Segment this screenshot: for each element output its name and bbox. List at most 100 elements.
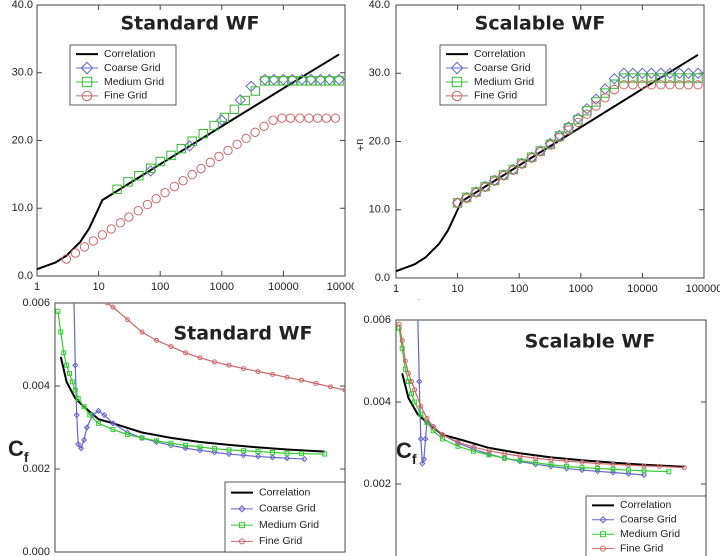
data-point (73, 411, 80, 419)
legend-label: Fine Grid (259, 535, 302, 547)
data-point (268, 115, 278, 125)
data-point (183, 350, 188, 356)
data-point (579, 465, 585, 471)
data-point (234, 94, 247, 106)
series-line (73, 303, 305, 460)
data-point (214, 151, 224, 162)
data-point (160, 188, 170, 198)
x-tick-label: 10 (451, 283, 463, 295)
data-point (299, 377, 304, 383)
data-point (674, 73, 685, 83)
legend-marker (239, 522, 245, 529)
data-point (295, 113, 305, 123)
data-point (81, 404, 87, 410)
data-point (471, 444, 476, 450)
series-line (401, 373, 685, 468)
data-point (240, 95, 250, 106)
data-point (297, 76, 307, 86)
data-point (681, 465, 687, 471)
data-point (283, 455, 291, 462)
data-point (409, 391, 414, 397)
data-point (232, 139, 242, 150)
data-point (269, 454, 276, 461)
data-point (197, 444, 203, 450)
data-point (471, 187, 481, 198)
data-point (198, 129, 208, 139)
data-point (278, 76, 289, 86)
legend-marker (80, 61, 94, 75)
data-point (517, 458, 523, 464)
data-point (545, 140, 556, 150)
data-point (270, 371, 275, 377)
data-point (418, 411, 424, 417)
y-tick-label: 0.004 (22, 380, 50, 392)
series-line (59, 356, 325, 453)
legend-label: Coarse Grid (474, 62, 531, 74)
data-point (396, 321, 402, 327)
data-point (656, 73, 666, 83)
data-point (637, 73, 648, 83)
data-point (58, 329, 64, 335)
data-point (498, 170, 509, 181)
data-point (693, 80, 703, 90)
data-point (277, 73, 290, 86)
y-tick-label: 20.0 (12, 134, 33, 146)
data-point (72, 362, 79, 369)
data-point (502, 451, 507, 457)
y-tick-label: 0.004 (363, 396, 391, 408)
y-axis-label-sub: f (24, 449, 29, 465)
data-point (656, 80, 666, 90)
x-tick-label: 100000 (327, 281, 364, 293)
plot-data (37, 53, 345, 271)
y-tick-label: 30.0 (369, 67, 390, 79)
data-point (240, 452, 247, 459)
data-point (619, 80, 629, 90)
legend-label: Medium Grid (474, 76, 534, 88)
data-point (154, 438, 159, 444)
data-point (268, 73, 280, 86)
data-point (178, 175, 188, 186)
data-point (155, 156, 165, 167)
legend-marker (81, 90, 93, 102)
data-point (412, 387, 418, 393)
data-point (412, 399, 418, 405)
data-point (79, 242, 90, 252)
data-point (83, 424, 91, 431)
data-point (183, 442, 188, 448)
data-point (187, 136, 197, 146)
data-point (61, 350, 67, 356)
x-tick-label: 1 (393, 283, 399, 295)
data-point (451, 197, 464, 209)
x-tick-label: 10000 (627, 283, 658, 295)
chart-title: Standard WF (120, 13, 259, 35)
y-tick-label: 40.0 (12, 0, 33, 11)
data-point (216, 114, 228, 126)
legend-label: Coarse Grid (259, 503, 316, 515)
data-point (106, 224, 116, 234)
panel: 0.000 0.002 0.004 0.006 Standard WF Correlati… (22, 298, 346, 556)
data-point (637, 80, 648, 90)
data-point (75, 440, 82, 448)
data-point (626, 462, 631, 468)
x-tick-label: 1 (34, 281, 40, 293)
data-point (533, 460, 538, 466)
data-point (187, 169, 197, 180)
data-point (517, 159, 527, 169)
x-tick-label: 1000 (210, 281, 234, 293)
data-point (486, 448, 492, 454)
data-point (665, 80, 675, 90)
data-point (250, 86, 261, 96)
data-point (75, 395, 81, 401)
data-point (600, 93, 610, 103)
data-point (285, 113, 296, 123)
legend-label: Fine Grid (474, 90, 517, 102)
data-point (205, 157, 215, 168)
data-point (641, 463, 647, 469)
panel: 0.0 10.0 20.0 30.0 40.0 1 10 100 1000 10000 100000… (12, 0, 364, 293)
data-point (259, 73, 271, 86)
data-point (430, 424, 436, 430)
x-tick-label: 1000 (569, 283, 593, 295)
data-point (664, 67, 676, 79)
y-tick-label: 20.0 (369, 135, 390, 147)
data-point (314, 73, 327, 86)
